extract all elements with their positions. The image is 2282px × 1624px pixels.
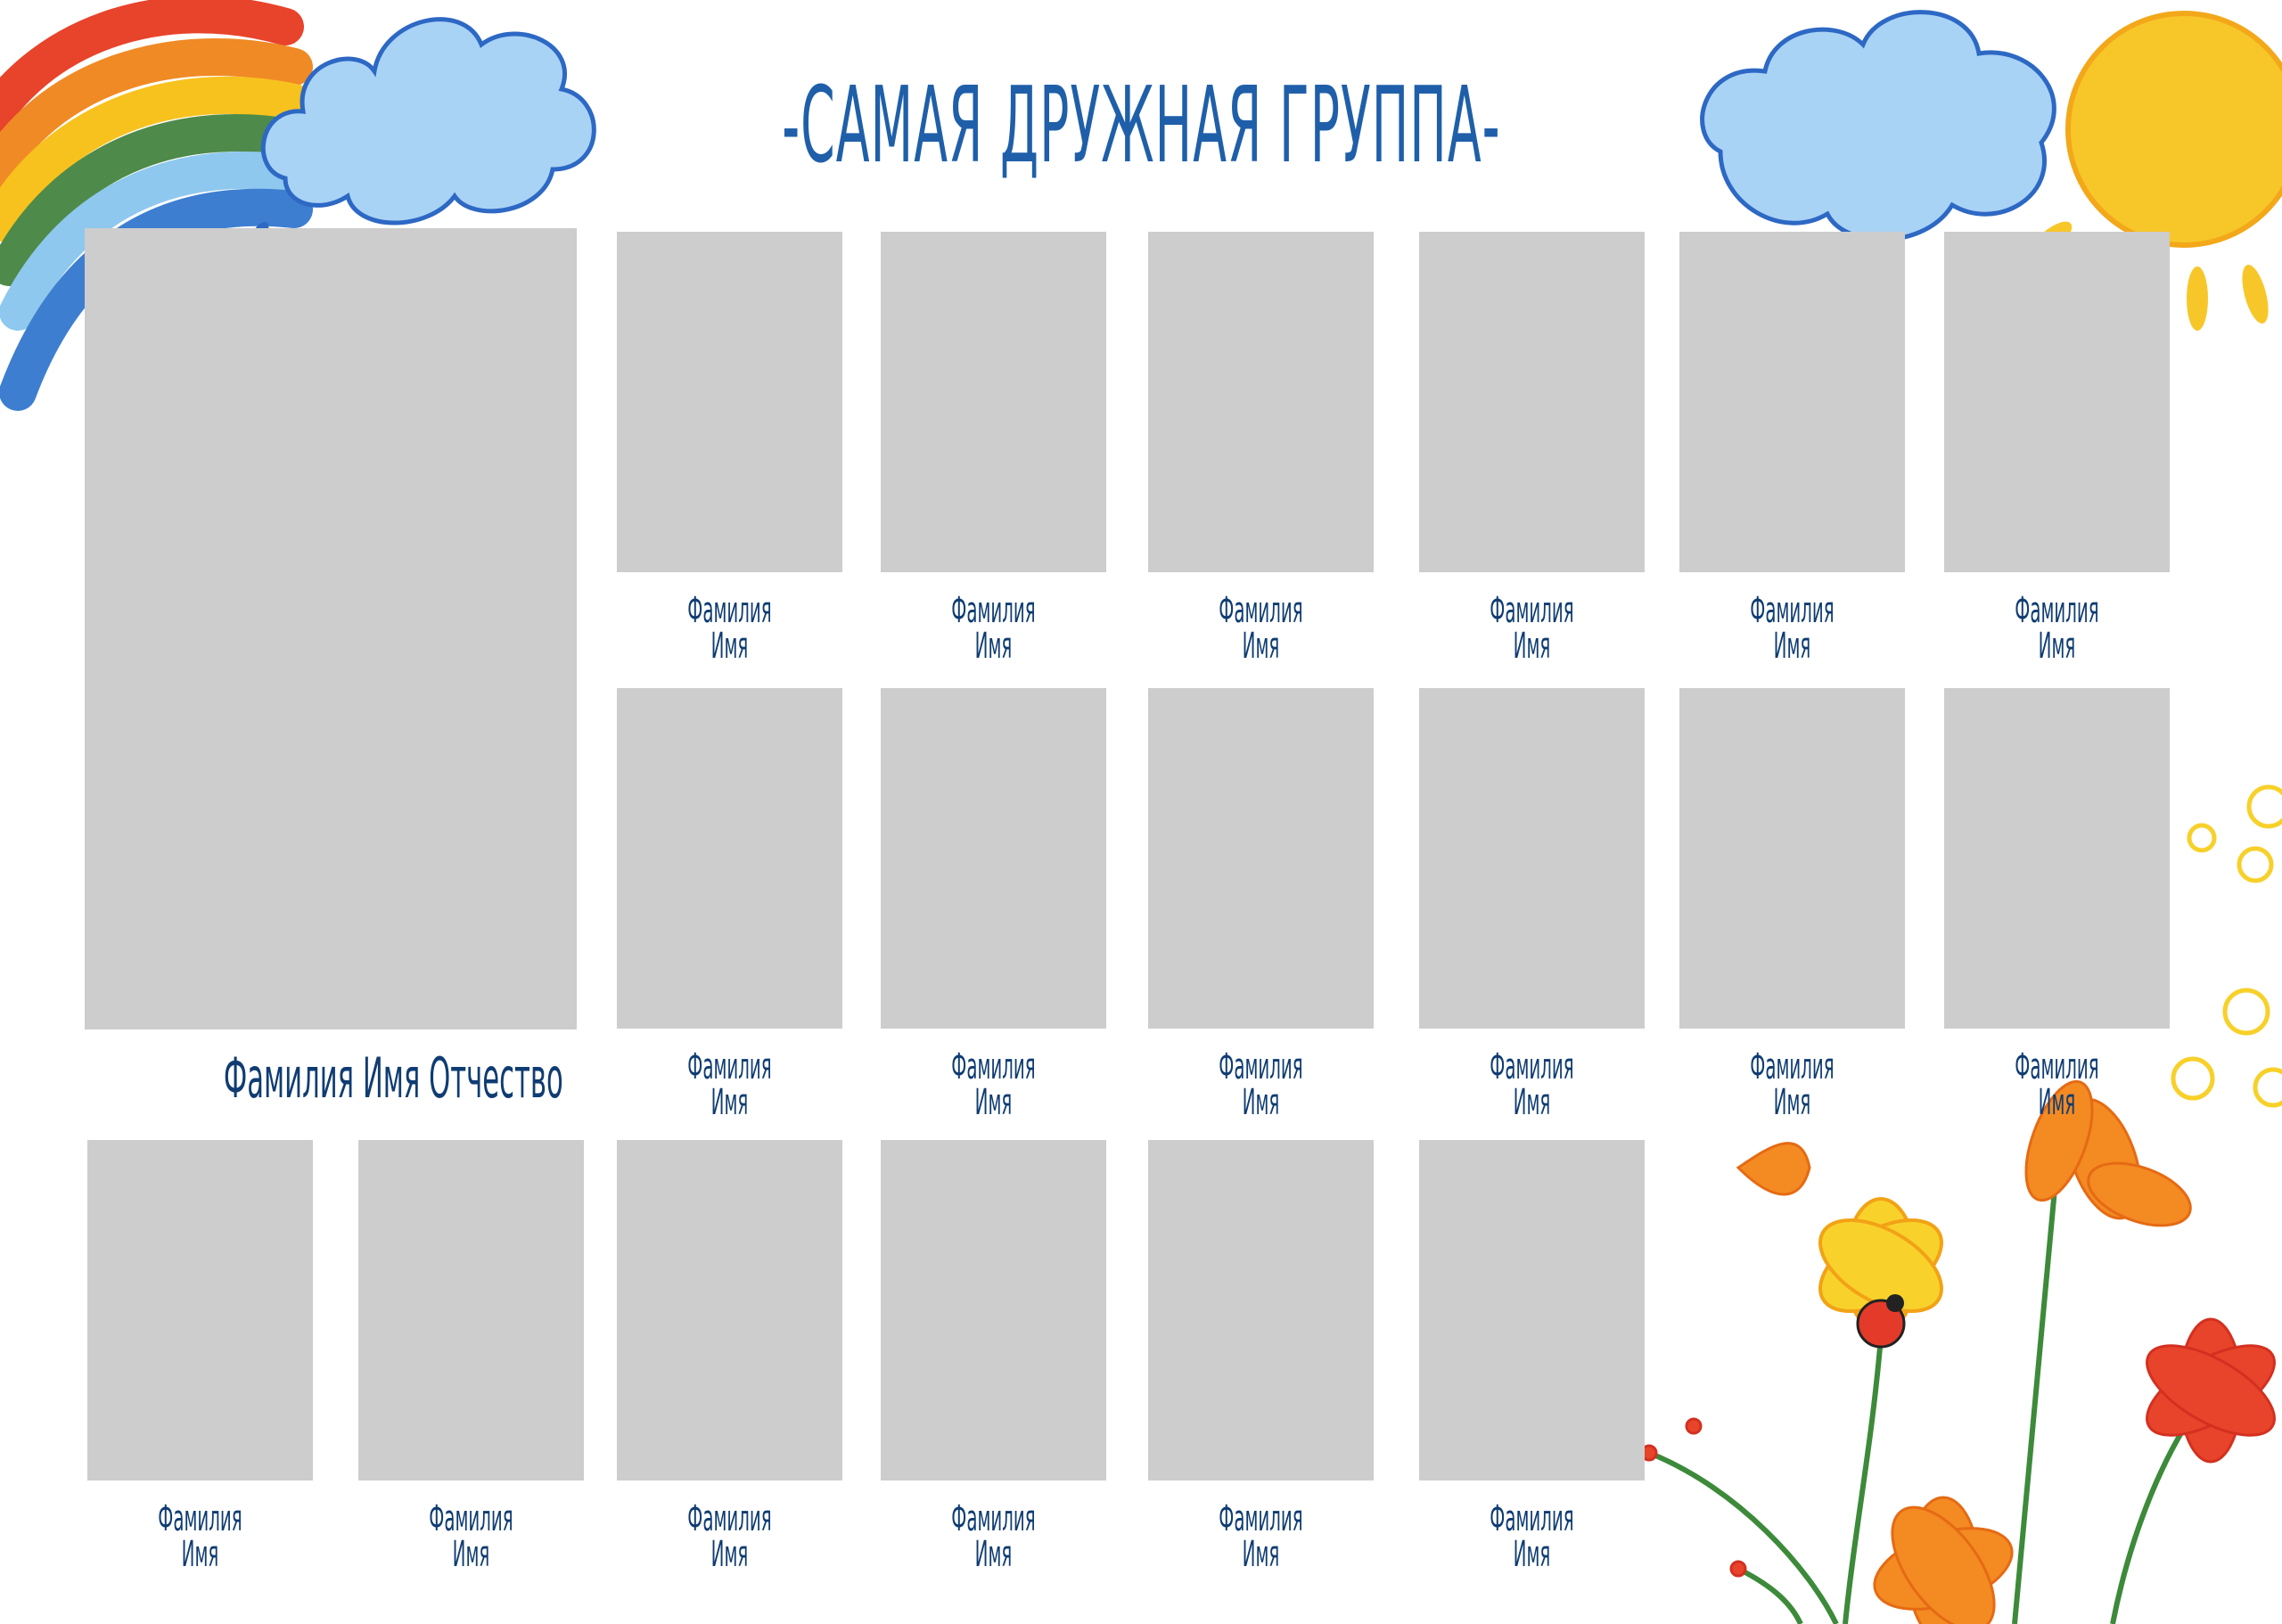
photo-placeholder[interactable] xyxy=(1944,688,2170,1029)
name-label: Имя xyxy=(181,1534,219,1575)
surname-label: Фамилия xyxy=(429,1498,513,1539)
surname-label: Фамилия xyxy=(951,590,1036,631)
photo-placeholder[interactable] xyxy=(881,1140,1106,1480)
photo-caption: Фамилия Имя xyxy=(1112,1501,1409,1572)
photo-placeholder[interactable] xyxy=(881,688,1106,1029)
surname-label: Фамилия xyxy=(2015,1046,2099,1087)
ladybug-icon xyxy=(1856,1294,1906,1349)
photo-placeholder[interactable] xyxy=(358,1140,584,1480)
surname-label: Фамилия xyxy=(1219,1046,1303,1087)
photo-placeholder[interactable] xyxy=(1419,232,1645,572)
name-label: Имя xyxy=(710,1082,749,1123)
cloud-icon xyxy=(1700,10,2056,242)
name-label: Имя xyxy=(1242,1082,1280,1123)
photo-placeholder[interactable] xyxy=(617,1140,842,1480)
main-photo-label: Фамилия Имя Отчество xyxy=(223,1046,563,1111)
surname-label: Фамилия xyxy=(1750,590,1835,631)
name-label: Имя xyxy=(1242,1534,1280,1575)
name-label: Имя xyxy=(1242,626,1280,667)
name-label: Имя xyxy=(452,1534,490,1575)
photo-placeholder[interactable] xyxy=(1944,232,2170,572)
photo-placeholder[interactable] xyxy=(1419,688,1645,1029)
name-label: Имя xyxy=(2038,626,2076,667)
surname-label: Фамилия xyxy=(951,1498,1036,1539)
surname-label: Фамилия xyxy=(951,1046,1036,1087)
photo-placeholder[interactable] xyxy=(617,232,842,572)
photo-caption: Фамилия Имя xyxy=(1383,593,1680,664)
photo-caption: Фамилия Имя xyxy=(1383,1501,1680,1572)
surname-label: Фамилия xyxy=(687,1498,772,1539)
surname-label: Фамилия xyxy=(687,1046,772,1087)
photo-caption: Фамилия Имя xyxy=(1909,593,2205,664)
name-label: Имя xyxy=(1773,1082,1811,1123)
surname-label: Фамилия xyxy=(1490,1046,1574,1087)
photo-placeholder[interactable] xyxy=(617,688,842,1029)
name-label: Имя xyxy=(710,1534,749,1575)
name-label: Имя xyxy=(1513,626,1551,667)
name-label: Имя xyxy=(1513,1534,1551,1575)
photo-caption: Фамилия Имя xyxy=(845,1501,1142,1572)
surname-label: Фамилия xyxy=(1219,590,1303,631)
name-label: Имя xyxy=(1773,626,1811,667)
surname-label: Фамилия xyxy=(1490,590,1574,631)
photo-caption: Фамилия Имя xyxy=(1644,593,1941,664)
photo-caption: Фамилия Имя xyxy=(1644,1049,1941,1120)
photo-placeholder[interactable] xyxy=(1419,1140,1645,1480)
name-label: Имя xyxy=(974,626,1013,667)
photo-caption: Фамилия Имя xyxy=(581,1501,878,1572)
photo-placeholder[interactable] xyxy=(1679,232,1905,572)
name-label: Имя xyxy=(1513,1082,1551,1123)
photo-caption: Фамилия Имя xyxy=(52,1501,349,1572)
name-label: Имя xyxy=(710,626,749,667)
photo-placeholder[interactable] xyxy=(1679,688,1905,1029)
name-label: Имя xyxy=(974,1534,1013,1575)
surname-label: Фамилия xyxy=(158,1498,242,1539)
photo-placeholder[interactable] xyxy=(881,232,1106,572)
photo-placeholder[interactable] xyxy=(1148,1140,1374,1480)
photo-placeholder[interactable] xyxy=(87,1140,313,1480)
photo-caption: Фамилия Имя xyxy=(323,1501,620,1572)
surname-label: Фамилия xyxy=(687,590,772,631)
photo-caption: Фамилия Имя xyxy=(581,593,878,664)
photo-caption: Фамилия Имя xyxy=(581,1049,878,1120)
photo-caption: Фамилия Имя xyxy=(1383,1049,1680,1120)
photo-caption: Фамилия Имя xyxy=(845,1049,1142,1120)
surname-label: Фамилия xyxy=(2015,590,2099,631)
photo-placeholder[interactable] xyxy=(1148,688,1374,1029)
photo-caption: Фамилия Имя xyxy=(845,593,1142,664)
photo-placeholder[interactable] xyxy=(1148,232,1374,572)
surname-label: Фамилия xyxy=(1490,1498,1574,1539)
main-photo-placeholder[interactable] xyxy=(85,228,577,1029)
page-title: -САМАЯ ДРУЖНАЯ ГРУППА- xyxy=(781,63,1501,186)
flowers-icon xyxy=(1640,1079,2276,1624)
surname-label: Фамилия xyxy=(1219,1498,1303,1539)
photo-caption: Фамилия Имя xyxy=(1909,1049,2205,1120)
name-label: Имя xyxy=(974,1082,1013,1123)
photo-caption: Фамилия Имя xyxy=(1112,593,1409,664)
name-label: Имя xyxy=(2038,1082,2076,1123)
photo-caption: Фамилия Имя xyxy=(1112,1049,1409,1120)
surname-label: Фамилия xyxy=(1750,1046,1835,1087)
